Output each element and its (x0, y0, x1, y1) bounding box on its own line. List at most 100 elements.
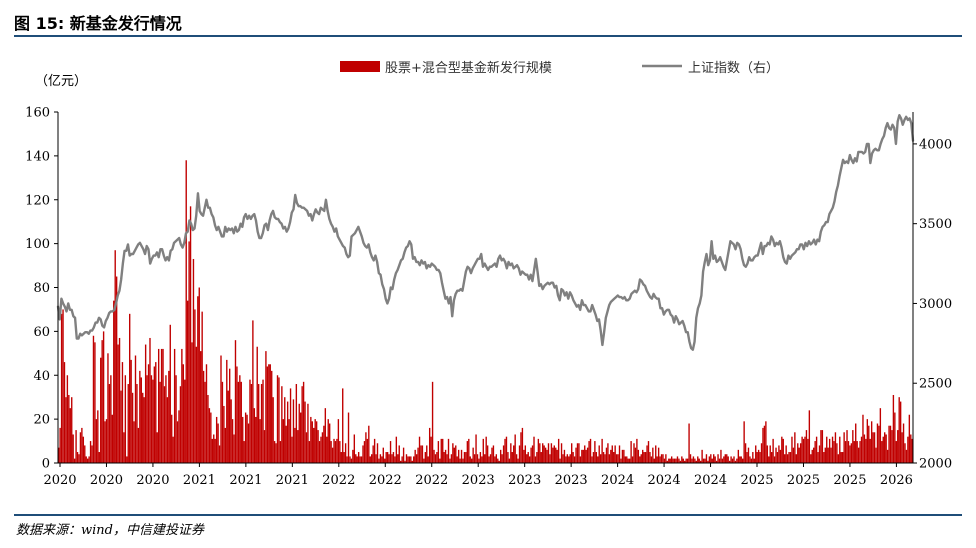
bar (198, 287, 200, 463)
bar (230, 399, 232, 463)
figure-title: 图 15: 新基金发行情况 (14, 14, 182, 33)
bar (497, 458, 499, 463)
source-note: 数据来源：wind，中信建投证券 (16, 523, 204, 538)
bar (244, 412, 247, 463)
bar (536, 452, 538, 463)
bar (498, 460, 500, 463)
bar (272, 397, 274, 463)
bar (704, 458, 706, 463)
bar (544, 447, 547, 463)
bar (711, 458, 713, 463)
bar (602, 452, 605, 463)
bar (814, 441, 816, 463)
bar (85, 456, 87, 463)
left-tick-label: 160 (25, 106, 50, 121)
bar (163, 386, 166, 463)
bar (143, 397, 145, 463)
bar (455, 445, 457, 463)
bar (476, 454, 479, 463)
bar (218, 445, 221, 463)
bar (152, 379, 154, 463)
bar (453, 447, 455, 463)
bar (549, 454, 551, 463)
bar (847, 441, 850, 463)
bar (878, 425, 880, 463)
left-tick-label: 100 (25, 237, 50, 252)
bar (663, 458, 666, 463)
bar (207, 394, 209, 463)
bar (182, 364, 185, 463)
bar (165, 375, 167, 463)
bar (773, 456, 776, 463)
bar (171, 414, 173, 463)
bar (511, 452, 513, 463)
bar (129, 313, 131, 463)
bar (123, 432, 125, 463)
bar (792, 447, 795, 463)
bar (785, 445, 787, 463)
bar (186, 300, 189, 463)
bar (607, 443, 609, 463)
bar (239, 375, 241, 463)
bar (904, 443, 906, 463)
bar (250, 384, 253, 463)
bar (626, 456, 628, 463)
bar (469, 456, 471, 463)
bar (827, 447, 829, 463)
bar (844, 441, 847, 463)
bar (853, 441, 855, 463)
bar (156, 432, 158, 463)
bar (249, 379, 251, 463)
bar (628, 458, 631, 463)
bar (634, 447, 637, 463)
bar (582, 449, 584, 463)
bar (282, 419, 284, 464)
bar (562, 454, 564, 463)
bar (59, 427, 61, 463)
bar (598, 445, 600, 463)
bar (121, 362, 124, 463)
bar (637, 449, 640, 463)
bar (349, 456, 351, 463)
bar (502, 445, 505, 463)
bar (540, 452, 542, 463)
bar (447, 438, 450, 463)
bar (631, 456, 634, 463)
bar (210, 412, 212, 463)
bar (256, 346, 258, 463)
bar (430, 436, 432, 463)
x-tick-label: 2024 (648, 473, 681, 488)
bar (433, 449, 435, 463)
bar (246, 414, 248, 463)
bar (830, 447, 832, 463)
left-tick-label: 40 (33, 369, 50, 384)
bar (884, 432, 886, 463)
bar (489, 454, 492, 463)
bar (727, 456, 729, 463)
bar (223, 405, 225, 463)
bar (398, 445, 400, 463)
bar (828, 438, 831, 463)
bar (723, 456, 725, 463)
bar (643, 452, 645, 463)
bar (662, 454, 664, 463)
bar (691, 458, 693, 463)
bar (881, 441, 883, 463)
bar (702, 458, 705, 463)
bar (640, 454, 642, 463)
bar (660, 454, 663, 463)
bar (730, 456, 732, 463)
bar (275, 443, 277, 463)
bar (563, 449, 566, 463)
bar (423, 458, 425, 463)
bar (417, 447, 419, 463)
bar (831, 436, 834, 463)
bar (891, 430, 893, 463)
bar (111, 414, 113, 463)
left-tick-label: 80 (33, 281, 50, 296)
bar (324, 408, 327, 463)
bar (666, 460, 669, 463)
left-axis-unit: （亿元） (35, 74, 87, 89)
bottom-rule (14, 514, 962, 516)
bar (247, 423, 250, 463)
